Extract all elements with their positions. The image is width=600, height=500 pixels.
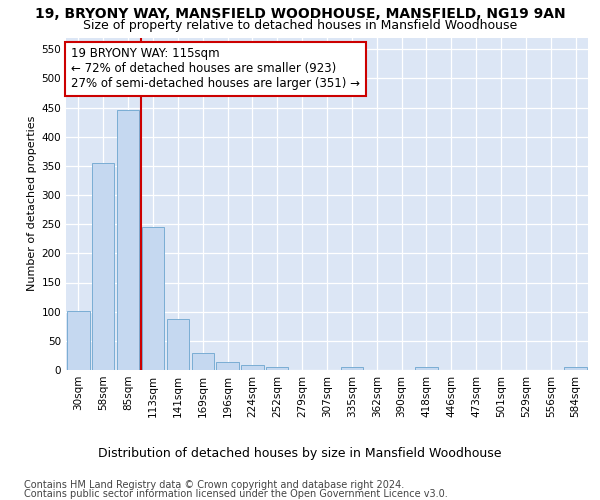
Bar — [142, 226, 164, 370]
Text: Contains HM Land Registry data © Crown copyright and database right 2024.: Contains HM Land Registry data © Crown c… — [24, 480, 404, 490]
Bar — [117, 110, 139, 370]
Bar — [217, 362, 239, 370]
Bar — [565, 367, 587, 370]
Bar — [241, 365, 263, 370]
Bar — [191, 352, 214, 370]
Text: Size of property relative to detached houses in Mansfield Woodhouse: Size of property relative to detached ho… — [83, 19, 517, 32]
Bar — [266, 367, 289, 370]
Y-axis label: Number of detached properties: Number of detached properties — [27, 116, 37, 292]
Bar — [415, 367, 437, 370]
Bar — [92, 163, 115, 370]
Text: 19 BRYONY WAY: 115sqm
← 72% of detached houses are smaller (923)
27% of semi-det: 19 BRYONY WAY: 115sqm ← 72% of detached … — [71, 48, 360, 90]
Text: Contains public sector information licensed under the Open Government Licence v3: Contains public sector information licen… — [24, 489, 448, 499]
Bar — [341, 367, 363, 370]
Bar — [67, 310, 89, 370]
Text: 19, BRYONY WAY, MANSFIELD WOODHOUSE, MANSFIELD, NG19 9AN: 19, BRYONY WAY, MANSFIELD WOODHOUSE, MAN… — [35, 8, 565, 22]
Text: Distribution of detached houses by size in Mansfield Woodhouse: Distribution of detached houses by size … — [98, 448, 502, 460]
Bar — [167, 318, 189, 370]
